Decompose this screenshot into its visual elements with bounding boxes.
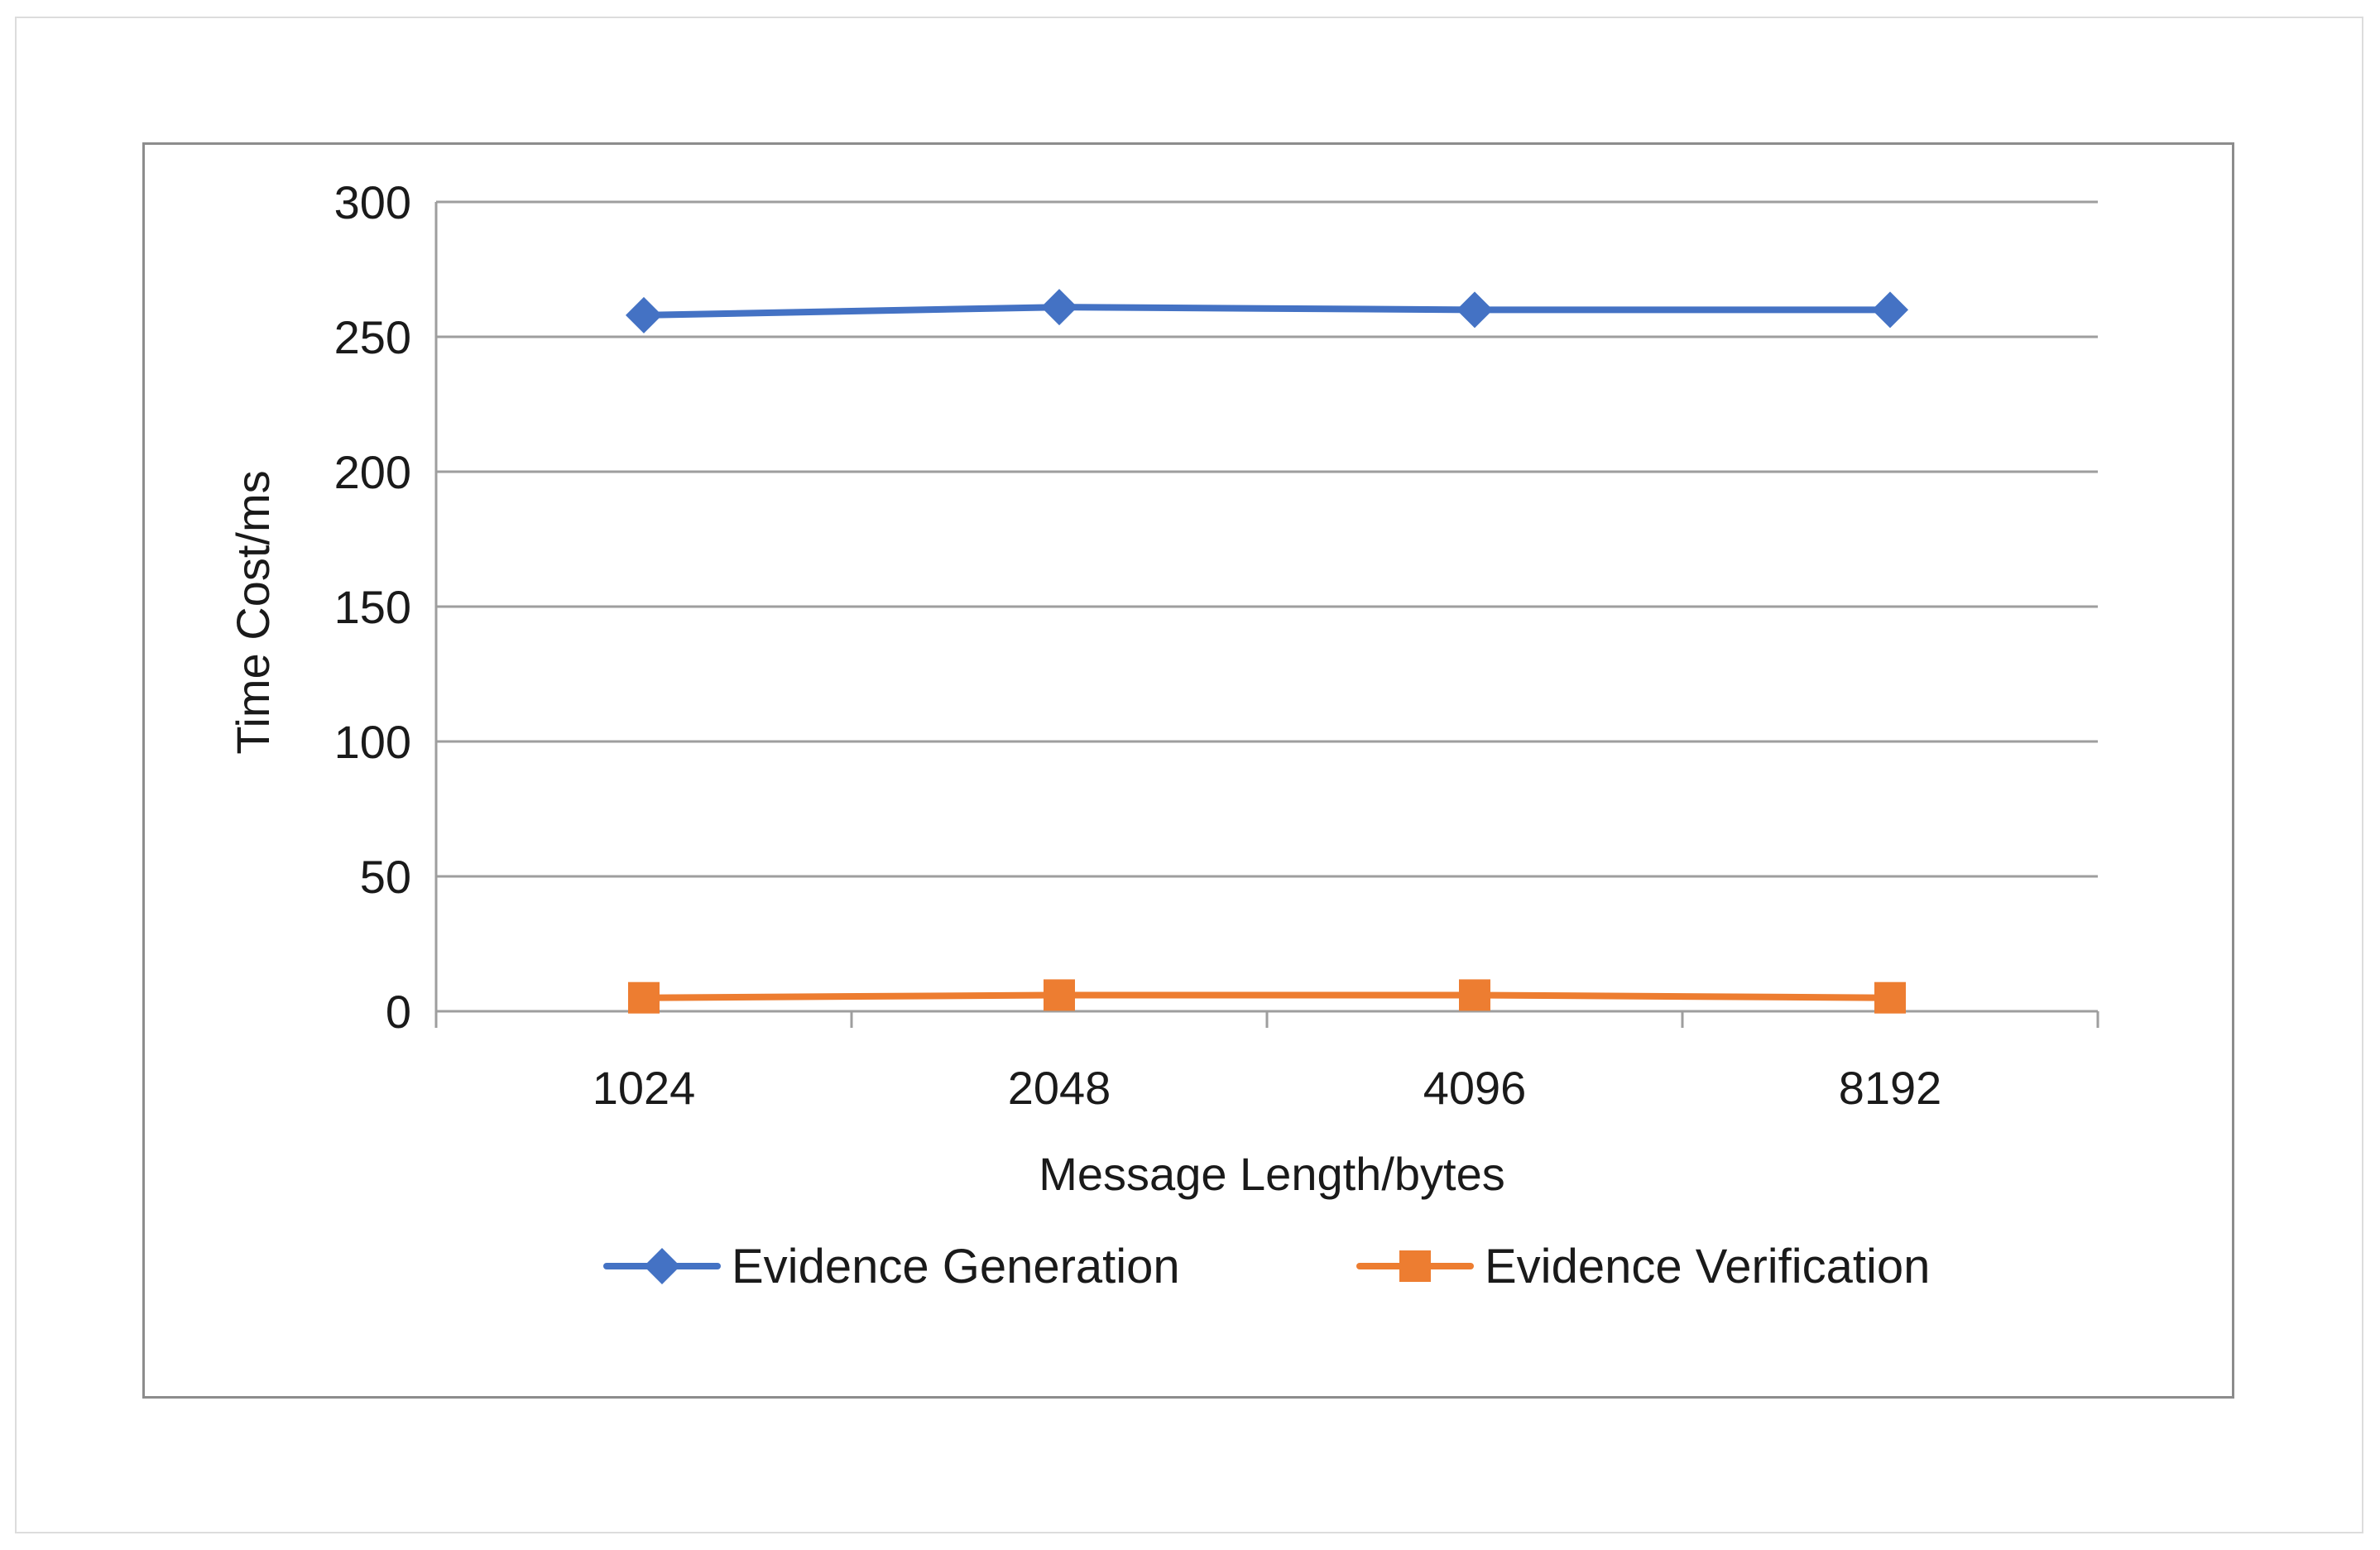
legend-marker [1399, 1250, 1431, 1282]
series-evidence-generation [626, 289, 1908, 334]
y-tick-label: 200 [334, 446, 411, 498]
x-axis-title: Message Length/bytes [1039, 1148, 1504, 1200]
chart-frame [142, 142, 2234, 1399]
y-tick-label: 150 [334, 581, 411, 633]
data-point [628, 981, 660, 1014]
y-axis-title: Time Cost/ms [227, 470, 279, 754]
x-tick-label: 4096 [1423, 1062, 1527, 1114]
data-point [1459, 979, 1490, 1011]
y-tick-label: 0 [386, 986, 411, 1038]
y-tick-label: 300 [334, 176, 411, 228]
gridlines [436, 200, 2098, 878]
legend-item: Evidence Generation [603, 1240, 1180, 1293]
data-point [1874, 981, 1906, 1014]
data-point [1872, 291, 1908, 329]
y-tick-label: 50 [360, 851, 411, 903]
series-line [641, 991, 1893, 1001]
y-tick-label: 250 [334, 311, 411, 363]
data-point [1456, 291, 1493, 329]
axes [434, 202, 2099, 1028]
legend: Evidence Generation Evidence Verification [603, 1240, 1930, 1293]
legend-item: Evidence Verification [1356, 1240, 1930, 1293]
data-point [1041, 289, 1077, 326]
x-tick-label: 8192 [1839, 1062, 1942, 1114]
legend-marker [644, 1248, 680, 1284]
data-point [626, 296, 662, 334]
labels: Message Length/bytes Time Cost/ms 0 50 100… [227, 176, 1941, 1200]
x-tick-label: 2048 [1008, 1062, 1111, 1114]
y-tick-label: 100 [334, 716, 411, 768]
series [626, 289, 1908, 1014]
legend-label: Evidence Verification [1485, 1240, 1930, 1293]
page-frame [15, 17, 2363, 1533]
data-point [1044, 979, 1075, 1011]
legend-label: Evidence Generation [732, 1240, 1180, 1293]
series-line [641, 304, 1893, 319]
series-evidence-verification [628, 979, 1906, 1014]
x-tick-label: 1024 [593, 1062, 696, 1114]
